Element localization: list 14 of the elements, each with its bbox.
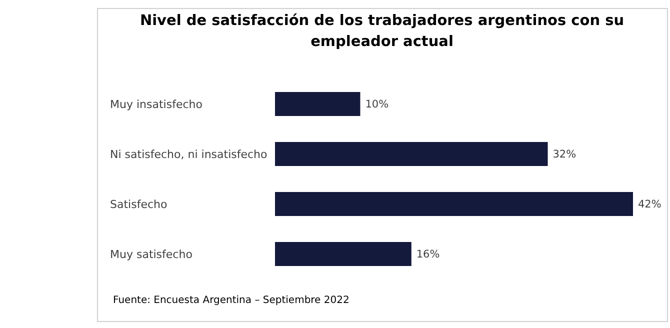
y-tick-label: Ni satisfecho, ni insatisfecho bbox=[110, 148, 268, 161]
data-label: 32% bbox=[552, 148, 576, 161]
y-tick-label: Muy satisfecho bbox=[110, 248, 193, 261]
y-tick-label: Satisfecho bbox=[110, 198, 168, 211]
bar bbox=[275, 192, 633, 216]
data-label: 42% bbox=[638, 198, 662, 211]
bar bbox=[275, 242, 412, 266]
source-note: Fuente: Encuesta Argentina – Septiembre 2022 bbox=[113, 295, 350, 306]
bar bbox=[275, 142, 548, 166]
bar bbox=[275, 92, 360, 116]
data-label: 16% bbox=[416, 248, 440, 261]
y-tick-label: Muy insatisfecho bbox=[110, 98, 203, 111]
chart-title: Nivel de satisfacción de los trabajadores argentinos con su empleador actual bbox=[140, 13, 624, 50]
data-label: 10% bbox=[365, 98, 389, 111]
